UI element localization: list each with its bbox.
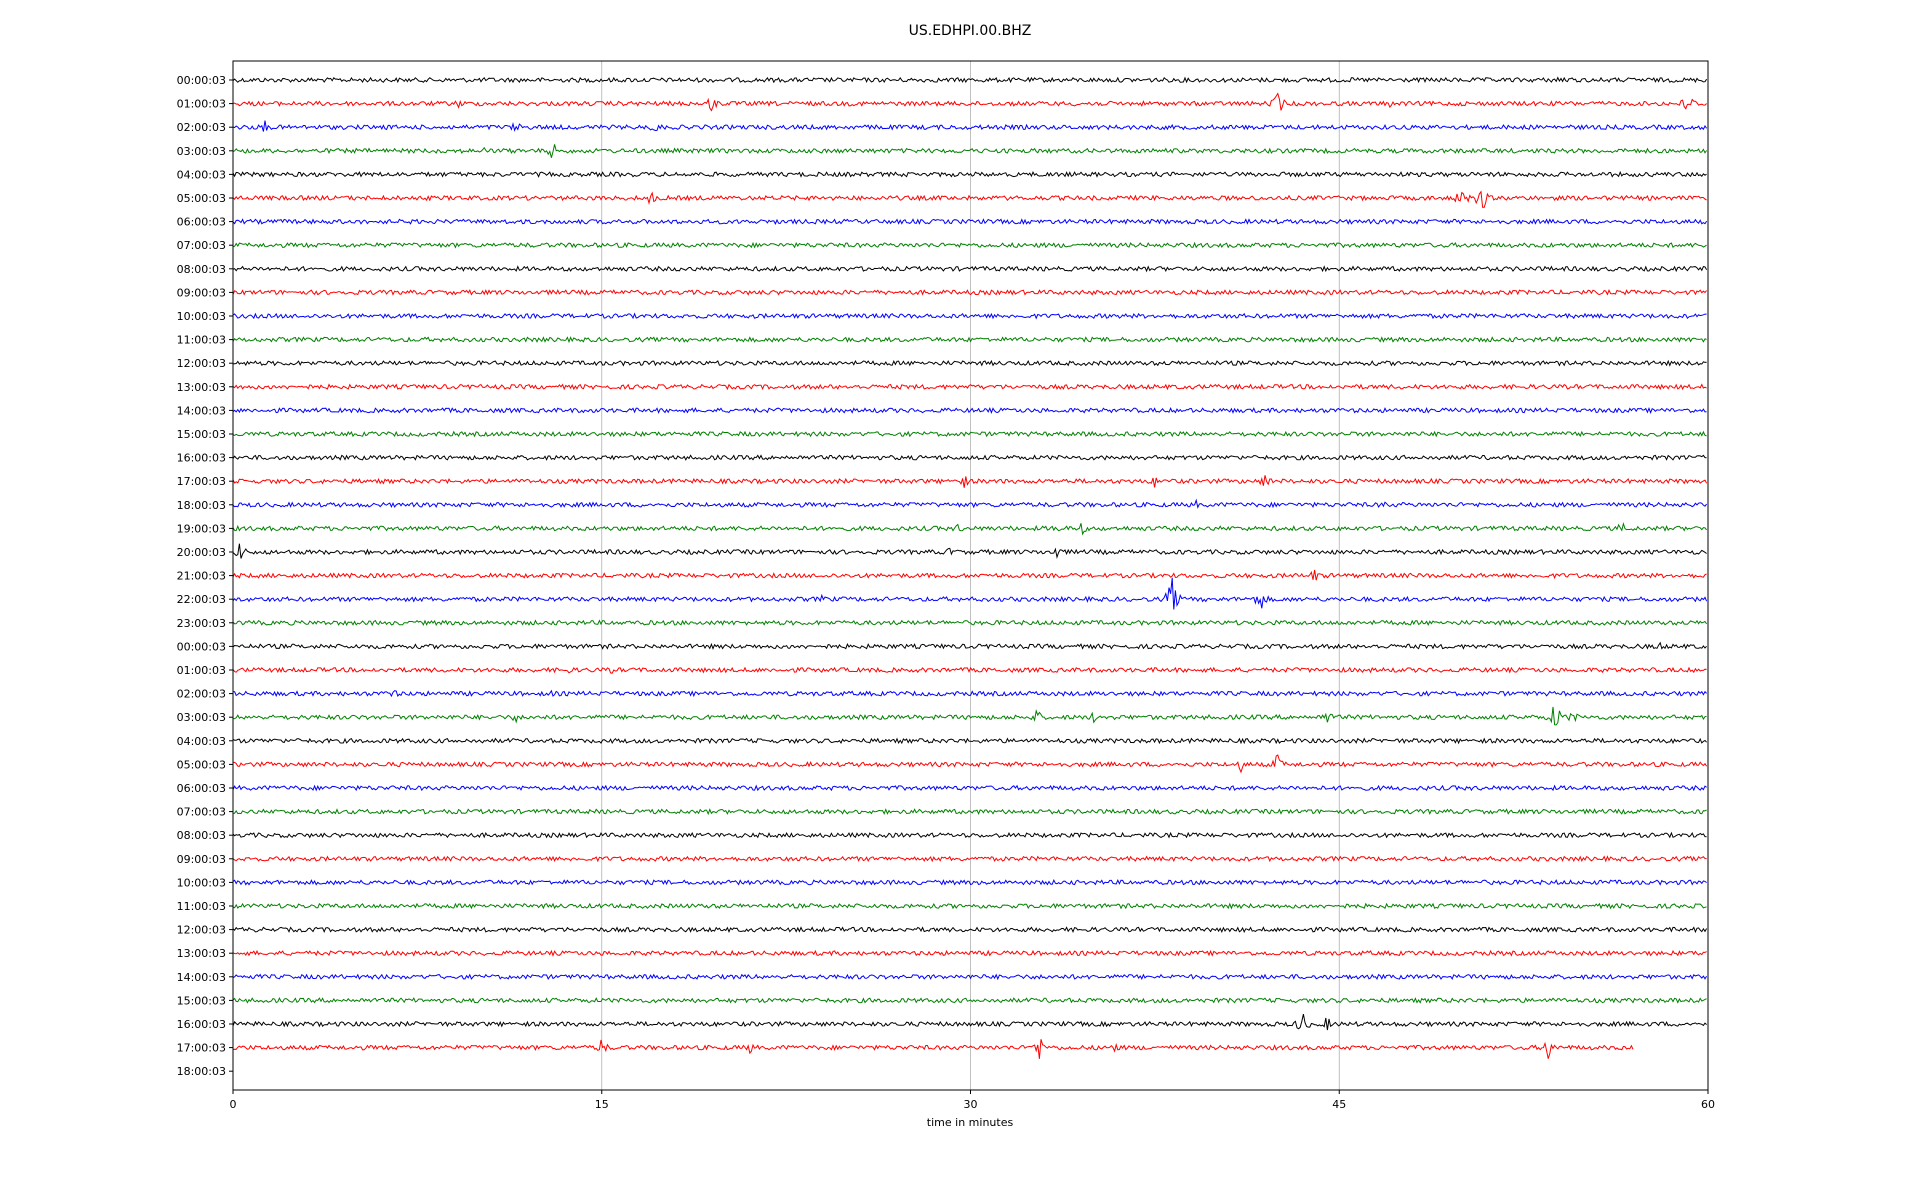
trace-row-4 bbox=[232, 170, 1707, 178]
x-tick-label: 60 bbox=[1701, 1098, 1715, 1111]
y-tick-label: 09:00:03 bbox=[177, 286, 226, 299]
y-tick-label: 03:00:03 bbox=[177, 711, 226, 724]
y-tick-label: 19:00:03 bbox=[177, 522, 226, 535]
y-tick-label: 05:00:03 bbox=[177, 758, 226, 771]
y-tick-label: 10:00:03 bbox=[177, 310, 226, 323]
y-tick-label: 06:00:03 bbox=[177, 216, 226, 229]
trace-row-9 bbox=[232, 289, 1707, 296]
y-tick-label: 12:00:03 bbox=[177, 357, 226, 370]
trace-row-8 bbox=[232, 265, 1708, 273]
trace-row-13 bbox=[232, 383, 1707, 391]
y-tick-label: 02:00:03 bbox=[177, 688, 226, 701]
trace-row-2 bbox=[232, 120, 1708, 132]
trace-row-15 bbox=[232, 430, 1707, 438]
y-tick-label: 07:00:03 bbox=[177, 806, 226, 819]
x-axis-label: time in minutes bbox=[927, 1116, 1014, 1129]
y-tick-label: 17:00:03 bbox=[177, 1042, 226, 1055]
trace-row-30 bbox=[232, 784, 1707, 792]
x-tick-label: 45 bbox=[1332, 1098, 1346, 1111]
trace-row-0 bbox=[232, 76, 1708, 84]
trace-row-41 bbox=[232, 1039, 1634, 1059]
trace-row-19 bbox=[232, 522, 1707, 536]
y-tick-label: 15:00:03 bbox=[177, 428, 226, 441]
trace-row-36 bbox=[232, 926, 1708, 934]
y-tick-label: 11:00:03 bbox=[177, 334, 226, 347]
y-tick-label: 13:00:03 bbox=[177, 381, 226, 394]
y-tick-label: 20:00:03 bbox=[177, 546, 226, 559]
trace-row-18 bbox=[232, 498, 1707, 509]
y-tick-label: 06:00:03 bbox=[177, 782, 226, 795]
trace-row-7 bbox=[232, 241, 1707, 249]
trace-row-28 bbox=[232, 737, 1707, 745]
trace-row-33 bbox=[232, 855, 1707, 863]
y-tick-label: 18:00:03 bbox=[177, 499, 226, 512]
y-tick-label: 01:00:03 bbox=[177, 664, 226, 677]
trace-row-20 bbox=[232, 543, 1707, 559]
y-tick-label: 14:00:03 bbox=[177, 404, 226, 417]
y-tick-label: 13:00:03 bbox=[177, 947, 226, 960]
y-tick-label: 18:00:03 bbox=[177, 1065, 226, 1078]
y-tick-label: 04:00:03 bbox=[177, 168, 226, 181]
y-tick-label: 10:00:03 bbox=[177, 876, 226, 889]
trace-row-29 bbox=[232, 754, 1708, 774]
trace-row-6 bbox=[232, 218, 1708, 225]
trace-row-35 bbox=[232, 902, 1707, 910]
trace-row-14 bbox=[232, 406, 1707, 415]
y-tick-label: 00:00:03 bbox=[177, 74, 226, 87]
x-tick-label: 30 bbox=[964, 1098, 978, 1111]
trace-row-21 bbox=[232, 569, 1707, 581]
trace-row-22 bbox=[232, 577, 1708, 610]
trace-row-34 bbox=[232, 878, 1707, 886]
trace-row-12 bbox=[232, 359, 1707, 367]
trace-row-16 bbox=[232, 454, 1707, 461]
y-tick-label: 08:00:03 bbox=[177, 263, 226, 276]
trace-row-11 bbox=[232, 336, 1707, 344]
y-tick-label: 11:00:03 bbox=[177, 900, 226, 913]
trace-row-3 bbox=[232, 144, 1708, 158]
trace-row-39 bbox=[232, 997, 1707, 1004]
y-tick-label: 22:00:03 bbox=[177, 593, 226, 606]
trace-row-17 bbox=[232, 475, 1708, 488]
y-tick-label: 07:00:03 bbox=[177, 239, 226, 252]
y-tick-label: 08:00:03 bbox=[177, 829, 226, 842]
y-tick-label: 17:00:03 bbox=[177, 475, 226, 488]
trace-row-27 bbox=[232, 706, 1707, 726]
x-axis: 0 15 30 45 60 bbox=[230, 1090, 1715, 1111]
trace-row-25 bbox=[232, 666, 1707, 674]
y-tick-label: 02:00:03 bbox=[177, 121, 226, 134]
y-tick-label: 03:00:03 bbox=[177, 145, 226, 158]
trace-row-1 bbox=[232, 92, 1707, 112]
trace-row-26 bbox=[232, 689, 1707, 698]
trace-row-24 bbox=[232, 641, 1707, 650]
y-tick-label: 00:00:03 bbox=[177, 640, 226, 653]
trace-row-10 bbox=[232, 312, 1707, 320]
trace-row-5 bbox=[232, 190, 1707, 208]
traces bbox=[232, 76, 1708, 1059]
trace-row-23 bbox=[232, 619, 1708, 627]
y-tick-label: 15:00:03 bbox=[177, 994, 226, 1007]
trace-row-38 bbox=[232, 973, 1708, 981]
y-tick-label: 16:00:03 bbox=[177, 452, 226, 465]
y-tick-label: 21:00:03 bbox=[177, 570, 226, 583]
y-axis: 00:00:03 01:00:03 02:00:03 03:00:03 04:00:03… bbox=[177, 74, 233, 1078]
y-tick-label: 16:00:03 bbox=[177, 1018, 226, 1031]
y-tick-label: 14:00:03 bbox=[177, 971, 226, 984]
y-tick-label: 12:00:03 bbox=[177, 924, 226, 937]
y-tick-label: 01:00:03 bbox=[177, 98, 226, 111]
y-tick-label: 05:00:03 bbox=[177, 192, 226, 205]
trace-row-32 bbox=[232, 831, 1707, 839]
trace-row-40 bbox=[232, 1013, 1707, 1031]
x-tick-label: 0 bbox=[230, 1098, 237, 1111]
y-tick-label: 09:00:03 bbox=[177, 853, 226, 866]
x-tick-label: 15 bbox=[595, 1098, 609, 1111]
trace-row-37 bbox=[232, 949, 1707, 957]
y-tick-label: 04:00:03 bbox=[177, 735, 226, 748]
y-tick-label: 23:00:03 bbox=[177, 617, 226, 630]
chart-title: US.EDHPI.00.BHZ bbox=[909, 23, 1032, 39]
trace-row-31 bbox=[232, 808, 1707, 816]
